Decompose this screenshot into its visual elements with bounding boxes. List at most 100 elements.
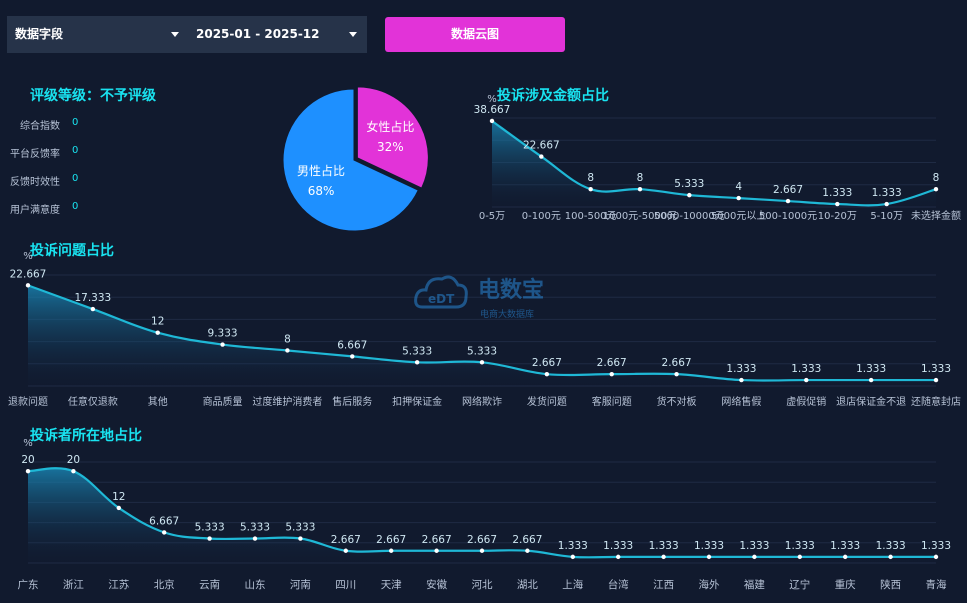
amount-chart-title: 投诉涉及金额占比 [497, 88, 609, 104]
x-tick-label: 10-20万 [818, 211, 857, 222]
x-tick-label: 0-5万 [479, 211, 505, 222]
data-label: 2.667 [376, 534, 406, 546]
data-label: 8 [933, 172, 940, 184]
data-label: 12 [151, 316, 164, 328]
data-point [570, 554, 575, 560]
x-tick-label: 售后服务 [332, 395, 372, 408]
data-point [389, 548, 394, 553]
data-label: 2.667 [532, 357, 562, 369]
x-tick-label: 过度维护消费者 [252, 395, 322, 408]
data-label: 6.667 [337, 339, 367, 351]
x-tick-label: 江苏 [108, 578, 129, 591]
data-label: 2.667 [331, 534, 361, 546]
data-label: 5.333 [195, 522, 225, 534]
metric-label: 反馈时效性 [10, 177, 60, 188]
data-label: 22.667 [523, 140, 560, 152]
x-tick-label: 湖北 [517, 579, 538, 591]
data-point [933, 187, 939, 192]
x-tick-label: 5000元以上 [711, 210, 766, 222]
metric-value: 0 [72, 201, 79, 212]
x-tick-label: 虚假促销 [786, 395, 826, 408]
x-tick-label: 还随意封店 [911, 395, 961, 408]
data-point [637, 187, 643, 192]
data-point [539, 154, 544, 159]
data-point [706, 554, 712, 560]
watermark-text: 电数宝 [478, 277, 544, 303]
data-label: 1.333 [822, 187, 852, 199]
data-label: 2.667 [512, 534, 542, 546]
data-label: 2.667 [597, 357, 627, 369]
x-tick-label: 青海 [926, 578, 947, 591]
x-tick-label: 0-100元 [522, 211, 561, 222]
data-label: 1.333 [649, 540, 679, 552]
x-tick-label: 陕西 [880, 578, 901, 591]
pie-slice-value: 32% [377, 140, 404, 154]
date-range-select[interactable]: 2025-01 - 2025-12 [196, 16, 361, 53]
x-tick-label: 其他 [148, 395, 168, 408]
x-tick-label: 100-500元 [565, 211, 617, 222]
data-point [116, 505, 122, 511]
data-point [285, 348, 290, 353]
data-label: 9.333 [208, 328, 238, 340]
data-point [588, 187, 593, 192]
x-tick-label: 商品质量 [203, 395, 243, 408]
data-point [843, 554, 848, 560]
x-tick-label: 台湾 [608, 578, 629, 591]
data-point [544, 371, 550, 377]
data-point [933, 377, 939, 383]
data-label: 8 [637, 172, 644, 184]
x-tick-label: 5000-10000元 [654, 211, 725, 222]
field-select[interactable]: 数据字段 [15, 16, 185, 53]
x-tick-label: 客服问题 [592, 395, 632, 408]
data-point [252, 536, 258, 541]
data-label: 1.333 [558, 540, 588, 552]
x-tick-label: 河南 [290, 578, 311, 591]
data-point [739, 377, 744, 383]
pie-slice-label: 男性占比 [297, 163, 345, 178]
x-tick-label: 退款问题 [8, 395, 48, 408]
rating-label: 评级等级： [30, 88, 100, 104]
x-tick-label: 海外 [699, 578, 720, 591]
metric-value: 0 [72, 145, 79, 156]
data-label: 1.333 [694, 540, 724, 552]
watermark-subtext: 电商大数据库 [480, 308, 534, 320]
data-cloud-button[interactable]: 数据云图 [385, 17, 565, 52]
series-area [28, 285, 936, 386]
metric-label: 平台反馈率 [10, 149, 60, 160]
data-label: 8 [587, 172, 594, 184]
filter-bar: 数据字段 2025-01 - 2025-12 [7, 16, 367, 53]
pie-slice [282, 88, 419, 232]
x-tick-label: 扣押保证金 [392, 395, 442, 408]
pie-slice [356, 86, 429, 189]
watermark-logo-text: eDT [428, 292, 455, 306]
data-point [414, 360, 420, 365]
x-tick-label: 任意仅退款 [68, 395, 118, 408]
data-label: 12 [112, 491, 125, 503]
rating-value: 不予评级 [100, 88, 156, 104]
data-label: 1.333 [726, 363, 756, 375]
data-label: 5.333 [674, 178, 704, 190]
data-label: 5.333 [467, 345, 497, 357]
data-point [687, 192, 692, 198]
data-label: 5.333 [240, 522, 270, 534]
data-point [25, 468, 31, 474]
y-axis-unit: % [23, 251, 33, 262]
x-tick-label: 货不对板 [657, 395, 697, 408]
data-point [155, 330, 160, 335]
x-tick-label: 发货问题 [527, 395, 567, 408]
pie-slice-value: 68% [308, 184, 335, 198]
x-tick-label: 浙江 [63, 579, 84, 591]
series-line [491, 120, 937, 207]
data-label: 2.667 [422, 534, 452, 546]
data-label: 6.667 [149, 515, 179, 527]
data-point [298, 536, 303, 541]
data-label: 1.333 [830, 540, 860, 552]
rating-title: 评级等级：不予评级 [30, 85, 156, 105]
x-tick-label: 江西 [653, 579, 674, 591]
x-tick-label: 500-1000元 [759, 211, 817, 222]
x-tick-label: 未选择金额 [911, 209, 961, 222]
data-label: 8 [284, 333, 291, 345]
data-point [884, 201, 889, 207]
data-label: 20 [21, 454, 34, 466]
